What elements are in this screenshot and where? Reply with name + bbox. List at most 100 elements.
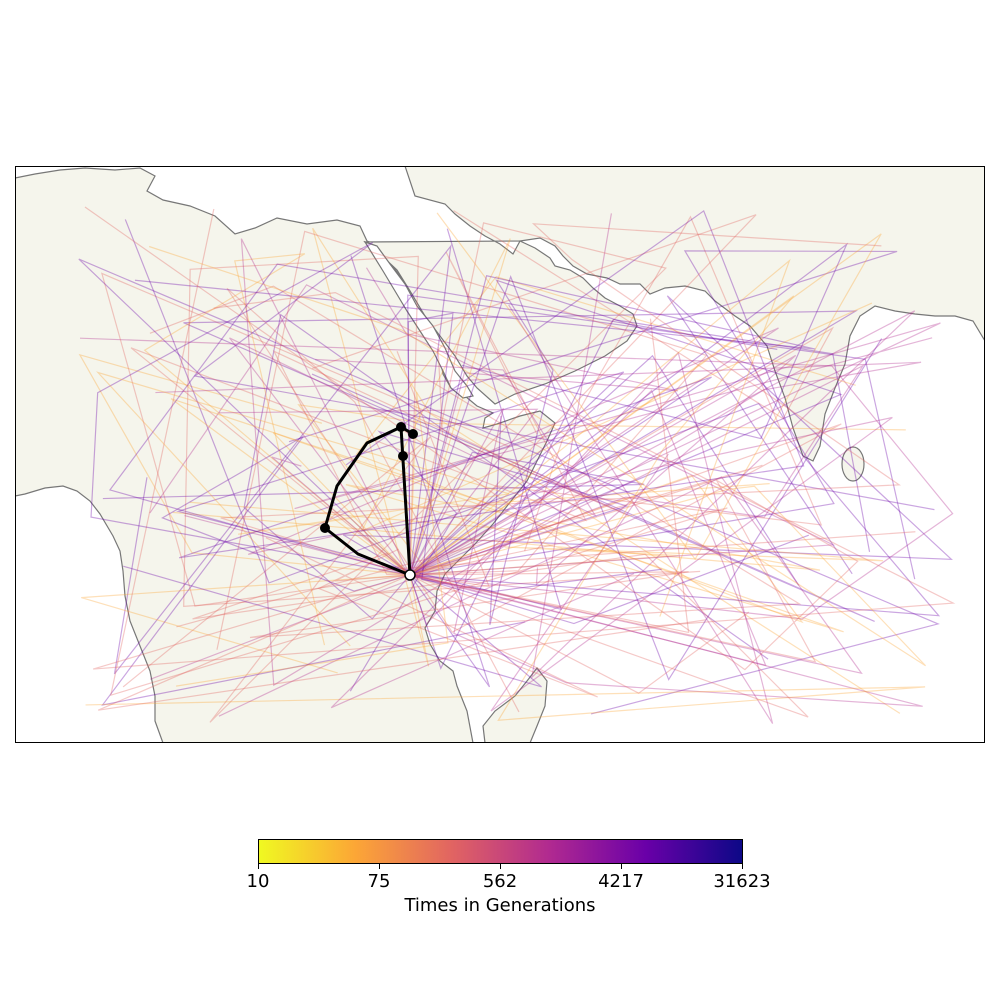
lineage-path	[85, 295, 926, 721]
lineage-path	[294, 322, 941, 576]
lineage-path	[122, 222, 668, 723]
lineage-path	[102, 451, 645, 576]
colorbar-tick-label: 562	[482, 871, 518, 892]
lineage-path	[272, 347, 630, 576]
lineage-path	[110, 208, 728, 697]
lineage-path	[409, 212, 882, 576]
lineage-path	[184, 407, 923, 707]
lineage-path	[288, 250, 898, 576]
lineage-path	[183, 310, 875, 622]
lineage-path	[247, 327, 893, 712]
lineage-path	[113, 244, 452, 675]
lineage-path	[124, 219, 941, 617]
lineage-path	[92, 291, 956, 670]
lineage-path	[396, 351, 490, 588]
lineage-path	[178, 209, 805, 576]
lineage-path	[78, 353, 411, 576]
lineage-path	[409, 318, 871, 670]
lineage-path	[409, 534, 809, 625]
lineage-path	[409, 274, 883, 681]
colorbar-tick-label: 10	[246, 871, 270, 892]
ancestor-marker	[408, 429, 418, 439]
red-sea	[363, 240, 474, 399]
lineage-path	[84, 206, 859, 671]
lineage-path	[409, 258, 791, 617]
lineage-path	[189, 501, 884, 576]
lineage-path	[150, 364, 865, 680]
colorbar-tick	[742, 864, 743, 869]
lineage-path	[350, 255, 491, 688]
lineage-path	[170, 398, 770, 576]
colorbar-tick-label: 31623	[713, 871, 771, 892]
lineage-path	[134, 275, 816, 576]
lineage-path	[365, 267, 678, 576]
lineage-path	[229, 337, 597, 576]
colorbar-title: Times in Generations	[404, 895, 596, 916]
lineage-path	[130, 251, 587, 576]
lineage-path	[101, 435, 526, 706]
lineage-path	[148, 245, 927, 667]
lineage-path	[360, 238, 873, 576]
lineage-path	[409, 574, 750, 694]
lineage-path	[297, 403, 906, 576]
lineage-path	[176, 392, 449, 687]
colorbar-tick	[258, 864, 259, 869]
lineage-path	[218, 476, 863, 717]
lineage-path	[97, 574, 707, 711]
lineage-path	[342, 295, 953, 576]
lineage-path	[409, 210, 835, 576]
lineage-path	[176, 228, 625, 611]
lineage-path	[265, 537, 598, 698]
lineage-path	[330, 389, 767, 709]
lineage-path	[123, 565, 542, 688]
lineage-path	[312, 227, 901, 714]
lineage-path	[409, 318, 690, 634]
lineage-path	[226, 287, 842, 713]
colorbar-tick	[621, 864, 622, 869]
arabia-asia-landmass	[363, 166, 985, 462]
map-border	[15, 166, 985, 743]
lineage-path	[243, 313, 769, 660]
colorbar-tick-label: 75	[367, 871, 391, 892]
lineage-path	[409, 354, 797, 586]
lineage-path	[407, 312, 662, 593]
ancestor-marker	[396, 422, 406, 432]
lineage-path	[100, 272, 510, 607]
lineage-path	[96, 371, 510, 647]
lineage-path	[219, 408, 539, 576]
ancestor-marker	[398, 451, 408, 461]
lineage-path	[409, 213, 916, 679]
map-canvas	[15, 166, 985, 743]
lineage-path	[216, 230, 708, 650]
lineage-path	[409, 242, 849, 576]
lineage-path	[349, 430, 629, 692]
lineage-path	[409, 215, 823, 576]
lineage-path	[355, 275, 856, 624]
lineage-path	[409, 354, 800, 586]
sample-location-marker	[404, 569, 416, 581]
lineage-path	[149, 285, 802, 639]
lineage-path	[271, 456, 411, 576]
lineage-path	[79, 337, 954, 620]
madagascar-island	[482, 667, 548, 743]
lineage-path	[172, 432, 844, 633]
colorbar-tick-label: 4217	[598, 871, 644, 892]
lineage-path	[108, 263, 778, 576]
lineage-path	[378, 531, 916, 576]
lineage-path	[409, 279, 843, 626]
africa-asia-landmass	[15, 167, 556, 743]
lineage-path	[81, 574, 411, 674]
sri-lanka-island	[841, 446, 865, 482]
lineage-path	[90, 242, 935, 576]
lineage-path	[312, 214, 757, 576]
lineage-path	[155, 238, 922, 687]
lineage-path	[220, 223, 902, 576]
colorbar-tick	[379, 864, 380, 869]
lineage-paths	[78, 206, 956, 724]
map-panel	[15, 166, 985, 743]
lineage-path	[78, 258, 940, 715]
lineage-path	[183, 255, 701, 608]
lineage-path	[409, 304, 774, 724]
lineage-path	[149, 284, 836, 576]
lineage-path	[176, 464, 763, 628]
